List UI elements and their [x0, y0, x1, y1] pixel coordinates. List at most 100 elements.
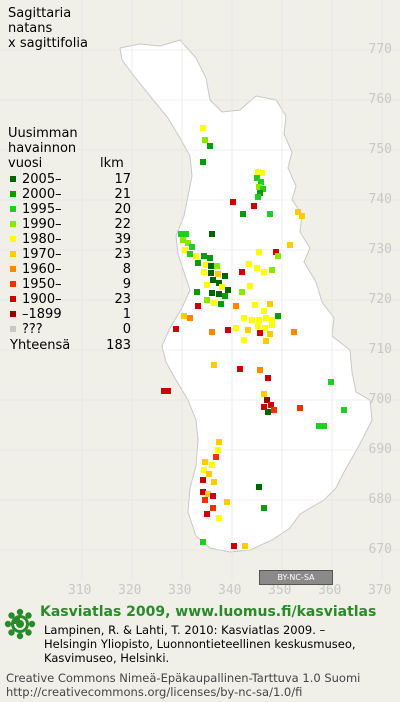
observation-square — [211, 479, 217, 485]
observation-square — [255, 323, 261, 329]
legend-row: 1950– 9 — [6, 277, 131, 292]
observation-square — [183, 231, 189, 237]
observation-square — [263, 338, 269, 344]
y-tick-label: 730 — [368, 242, 392, 257]
legend-swatch — [10, 206, 16, 212]
observation-square — [204, 297, 210, 303]
legend-row: 1980– 39 — [6, 232, 131, 247]
observation-square — [263, 315, 269, 321]
observation-square — [194, 289, 200, 295]
observation-square — [211, 362, 217, 368]
y-tick-label: 670 — [368, 542, 392, 557]
legend-swatch — [10, 266, 16, 272]
legend-row: ??? 0 — [6, 322, 131, 337]
legend-count: 23 — [114, 292, 131, 307]
license-url-link[interactable]: http://creativecommons.org/licenses/by-n… — [6, 685, 303, 699]
observation-square — [233, 303, 239, 309]
legend-swatch — [10, 236, 16, 242]
observation-square — [195, 260, 201, 266]
observation-square — [267, 211, 273, 217]
legend-total-label: Yhteensä — [10, 338, 71, 353]
observation-square — [321, 423, 327, 429]
y-tick-label: 740 — [368, 192, 392, 207]
legend-period: –1899 — [22, 307, 62, 322]
legend-count: 22 — [114, 217, 131, 232]
observation-square — [200, 159, 206, 165]
observation-points — [161, 125, 347, 549]
observation-square — [260, 186, 266, 192]
observation-square — [181, 313, 187, 319]
legend-total-value: 183 — [106, 338, 131, 353]
legend-swatch — [10, 176, 16, 182]
observation-square — [210, 505, 216, 511]
y-tick-label: 710 — [368, 342, 392, 357]
x-tick-label: 370 — [368, 583, 392, 598]
legend-period: 1995– — [22, 202, 62, 217]
observation-square — [268, 402, 274, 408]
observation-square — [200, 539, 206, 545]
observation-square — [255, 194, 261, 200]
legend-row: 1900– 23 — [6, 292, 131, 307]
legend-swatch — [10, 251, 16, 257]
observation-square — [257, 330, 263, 336]
observation-square — [215, 447, 221, 453]
y-tick-label: 770 — [368, 42, 392, 57]
observation-square — [214, 263, 220, 269]
observation-square — [256, 249, 262, 255]
observation-square — [224, 499, 230, 505]
title-line-3: x sagittifolia — [8, 36, 88, 51]
legend-swatch — [10, 281, 16, 287]
observation-square — [264, 397, 270, 403]
observation-square — [180, 237, 186, 243]
observation-square — [209, 290, 215, 296]
observation-square — [230, 199, 236, 205]
observation-square — [206, 471, 212, 477]
legend-row: 1990– 22 — [6, 217, 131, 232]
legend-period: 2005– — [22, 172, 62, 187]
legend-count: 8 — [122, 262, 131, 277]
y-tick-label: 690 — [368, 442, 392, 457]
legend-swatch — [10, 191, 16, 197]
legend-period: 1900– — [22, 292, 62, 307]
cc-license-badge[interactable]: BY-NC-SA — [259, 570, 333, 585]
y-tick-label: 760 — [368, 92, 392, 107]
observation-square — [210, 493, 216, 499]
legend-count: 1 — [122, 307, 131, 322]
observation-square — [240, 211, 246, 217]
observation-square — [258, 179, 264, 185]
legend-row: 1960– 8 — [6, 262, 131, 277]
y-tick-label: 720 — [368, 292, 392, 307]
observation-square — [202, 137, 208, 143]
legend-period: 1960– — [22, 262, 62, 277]
observation-square — [216, 515, 222, 521]
observation-square — [193, 253, 199, 259]
observation-square — [231, 543, 237, 549]
observation-square — [254, 265, 260, 271]
observation-square — [200, 125, 206, 131]
legend-count: 21 — [114, 187, 131, 202]
observation-square — [239, 289, 245, 295]
observation-square — [182, 247, 188, 253]
observation-square — [252, 302, 258, 308]
legend-period: 1980– — [22, 232, 62, 247]
legend-period: 2000– — [22, 187, 62, 202]
observation-square — [291, 329, 297, 335]
observation-square — [297, 405, 303, 411]
observation-square — [203, 262, 209, 268]
observation-square — [207, 143, 213, 149]
observation-square — [241, 337, 247, 343]
kasviatlas-link[interactable]: Kasviatlas 2009, www.luomus.fi/kasviatla… — [40, 604, 377, 620]
x-tick-label: 330 — [168, 583, 192, 598]
legend-period: 1970– — [22, 247, 62, 262]
observation-square — [265, 375, 271, 381]
observation-square — [256, 317, 262, 323]
observation-square — [211, 300, 217, 306]
title-line-1: Sagittaria — [8, 6, 72, 21]
x-tick-label: 360 — [318, 583, 342, 598]
y-tick-label: 750 — [368, 142, 392, 157]
observation-square — [201, 253, 207, 259]
observation-square — [207, 255, 213, 261]
observation-square — [241, 315, 247, 321]
observation-square — [187, 251, 193, 257]
observation-square — [200, 477, 206, 483]
